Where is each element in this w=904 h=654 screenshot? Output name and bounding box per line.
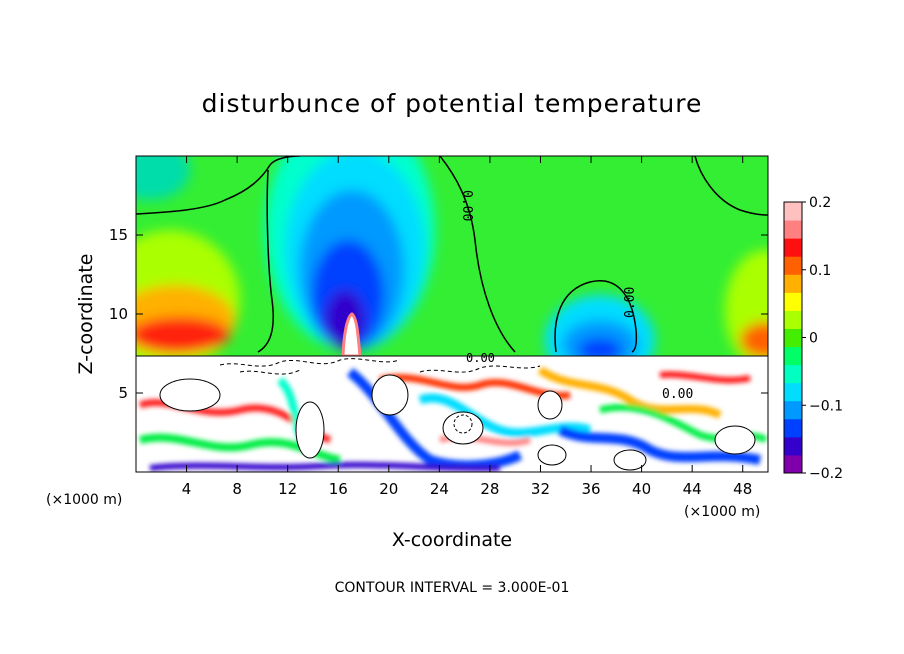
x-tick-label-8: 8: [232, 480, 242, 498]
cool-corner: [136, 156, 190, 200]
x-axis-label: X-coordinate: [392, 529, 512, 551]
zero-contour-3: [439, 156, 516, 353]
x-tick-label-32: 32: [531, 480, 550, 498]
y-axis: 5 10 15: [109, 226, 768, 402]
colorbar-swatch-13: [784, 220, 802, 239]
eddy-cell-8: [714, 425, 756, 455]
warm-right-core: [740, 322, 768, 358]
eddy-cell-7: [613, 449, 647, 471]
colorbar-swatch-0: [784, 454, 802, 474]
colorbar-swatch-10: [784, 274, 802, 293]
colorbar-swatch-11: [784, 256, 802, 275]
zero-contour-1: [136, 156, 301, 215]
contour-label-1: 0.00: [459, 190, 474, 221]
x-tick-label-12: 12: [278, 480, 297, 498]
x-tick-label-40: 40: [632, 480, 651, 498]
colorbar-swatch-3: [784, 400, 802, 420]
x-tick-label-24: 24: [430, 480, 449, 498]
colorbar-tick-label-1: 0.1: [809, 263, 831, 279]
y-tick-label-10: 10: [109, 305, 128, 323]
colorbar-tick-label-0: 0.2: [809, 195, 831, 211]
y-tick-label-5: 5: [118, 384, 128, 402]
colorbar-swatch-8: [784, 310, 802, 329]
dashed-contours-3: [419, 365, 541, 373]
colorbar: 0.2 0.1 0 −0.1 −0.2: [783, 195, 843, 482]
x-tick-label-36: 36: [581, 480, 600, 498]
contour-label-2: 0.00: [623, 287, 638, 318]
turb-band-9: [659, 371, 751, 384]
colorbar-swatch-7: [784, 328, 802, 348]
y-axis-label: Z-coordinate: [75, 254, 97, 375]
x-tick-label-28: 28: [480, 480, 499, 498]
eddy-cell-3: [295, 401, 325, 459]
eddy-cell-1: [442, 411, 484, 445]
eddy-cell-5: [159, 378, 221, 412]
colorbar-tick-label-4: −0.2: [809, 466, 843, 482]
warm-region-core: [136, 317, 230, 353]
colorbar-swatch-2: [784, 418, 802, 438]
colorbar-swatch-6: [784, 346, 802, 366]
colorbar-tick-label-3: −0.1: [809, 398, 843, 414]
y-tick-label-15: 15: [109, 226, 128, 244]
turb-band-10: [149, 461, 501, 472]
eddy-cell-2: [453, 414, 473, 434]
dashed-contours-1: [219, 358, 401, 367]
colorbar-swatch-5: [784, 364, 802, 384]
turb-band-6: [537, 366, 722, 419]
contour-interval-note: CONTOUR INTERVAL = 3.000E-01: [335, 580, 570, 596]
x-unit-right: (×1000 m): [684, 504, 760, 520]
contour-label-3: 0.00: [662, 387, 693, 402]
plot-area: [136, 156, 768, 472]
colorbar-tick-label-2: 0: [809, 331, 818, 347]
colorbar-swatch-12: [784, 238, 802, 257]
warm-spike: [341, 312, 362, 358]
boundary-layer: [136, 356, 768, 472]
turb-band-7: [557, 425, 761, 465]
x-tick-label-20: 20: [379, 480, 398, 498]
turb-band-4: [379, 374, 571, 400]
colorbar-swatch-14: [784, 202, 802, 221]
eddy-cell-4: [371, 374, 409, 416]
colorbar-swatch-1: [784, 436, 802, 456]
contour-label-4: 0.00: [466, 351, 495, 365]
eddy-cell-9: [537, 390, 563, 420]
x-tick-label-16: 16: [329, 480, 348, 498]
colorbar-swatch-9: [784, 292, 802, 311]
zero-contour-2: [257, 169, 274, 353]
x-axis: 4 8 12 16 20 24 28 32 36 40 44 48: [182, 156, 752, 498]
zero-contour-5: [694, 156, 768, 216]
eddy-cell-6: [537, 444, 567, 466]
x-tick-label-48: 48: [733, 480, 752, 498]
x-unit-left: (×1000 m): [46, 492, 122, 508]
x-tick-label-44: 44: [683, 480, 702, 498]
chart-title: disturbunce of potential temperature: [202, 89, 703, 118]
dashed-contours-2: [239, 369, 301, 375]
x-tick-label-4: 4: [182, 480, 192, 498]
zero-contour-4: [554, 280, 638, 353]
colorbar-swatch-4: [784, 382, 802, 402]
